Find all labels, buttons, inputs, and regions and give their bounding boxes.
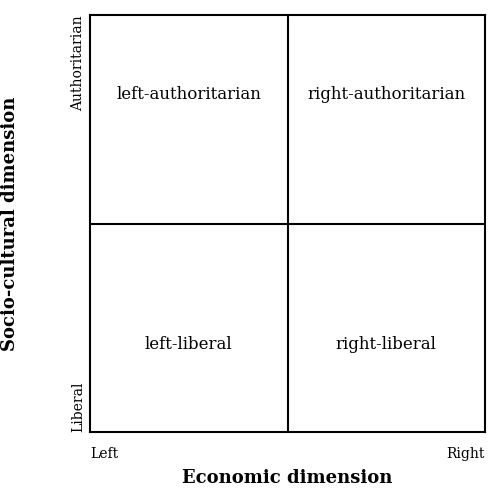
Text: left-authoritarian: left-authoritarian — [116, 85, 261, 103]
Text: Right: Right — [446, 447, 485, 461]
Text: Authoritarian: Authoritarian — [71, 15, 85, 110]
Text: left-liberal: left-liberal — [145, 336, 233, 353]
Text: Left: Left — [90, 447, 118, 461]
Text: right-authoritarian: right-authoritarian — [307, 85, 466, 103]
Text: Socio-cultural dimension: Socio-cultural dimension — [1, 96, 19, 351]
Text: Liberal: Liberal — [71, 382, 85, 432]
Text: Economic dimension: Economic dimension — [182, 469, 392, 487]
Text: right-liberal: right-liberal — [336, 336, 436, 353]
